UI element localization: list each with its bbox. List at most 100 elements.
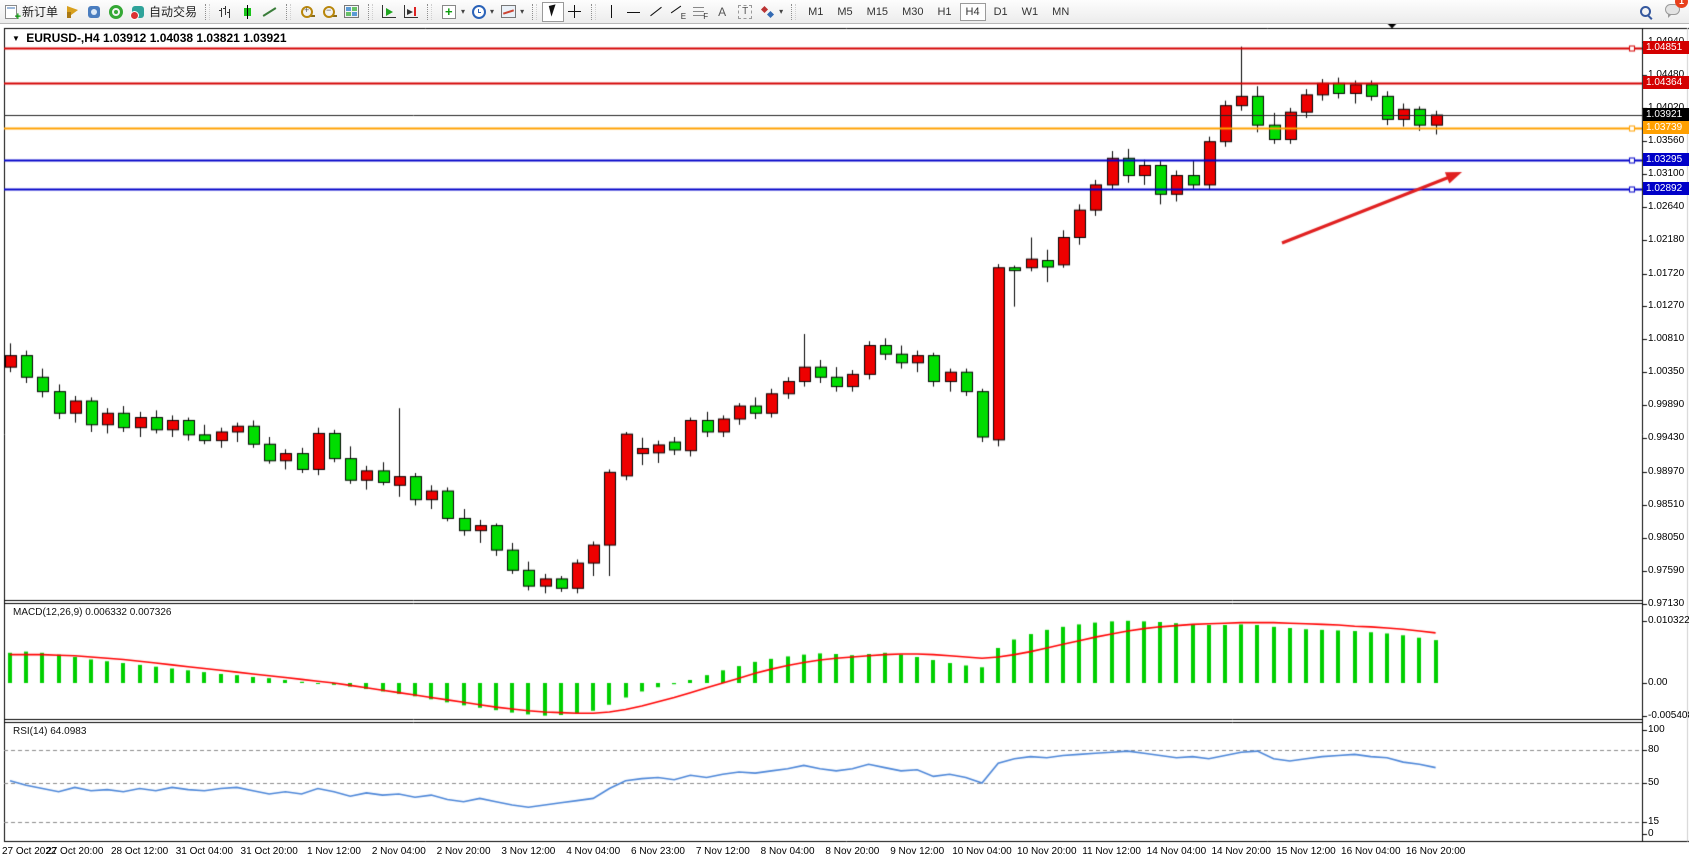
toolbar-grip	[368, 3, 374, 20]
toolbar-grip	[791, 3, 797, 20]
price-tag: 1.03295	[1643, 153, 1689, 167]
candlestick-icon	[240, 3, 257, 20]
text-label-button[interactable]	[733, 2, 757, 22]
time-axis-label: 27 Oct 2022	[2, 846, 57, 857]
auto-trading-icon	[130, 5, 145, 20]
timeframe-button-M30[interactable]: M30	[896, 3, 929, 21]
rsi-axis-label: 80	[1648, 744, 1660, 755]
horizontal-line-button[interactable]	[623, 2, 645, 22]
time-axis-label: 16 Nov 04:00	[1341, 846, 1401, 857]
text-icon	[714, 4, 730, 20]
time-axis-label: 8 Nov 20:00	[825, 846, 880, 857]
bar-chart-icon	[218, 3, 235, 20]
tile-windows-icon	[344, 5, 360, 18]
megaphone-button[interactable]	[61, 2, 83, 22]
time-axis-label: 9 Nov 12:00	[890, 846, 945, 857]
time-axis-label: 8 Nov 04:00	[760, 846, 815, 857]
zoom-in-button[interactable]	[296, 2, 318, 22]
toolbar-grip	[205, 3, 211, 20]
ohlc-open: 1.03912	[102, 31, 147, 45]
vertical-line-button[interactable]	[601, 2, 623, 22]
chevron-down-icon[interactable]	[520, 7, 524, 16]
timeframe-button-H4[interactable]: H4	[959, 2, 986, 21]
timeframe-button-H1[interactable]: H1	[931, 3, 957, 21]
community-button[interactable]	[83, 2, 105, 22]
time-axis-label: 14 Nov 04:00	[1146, 846, 1207, 857]
time-axis-label: 11 Nov 12:00	[1082, 846, 1141, 857]
time-axis-label: 7 Nov 12:00	[695, 846, 750, 857]
equidistant-channel-button[interactable]	[667, 2, 689, 22]
channel-icon	[670, 4, 686, 21]
zoom-out-button[interactable]	[318, 2, 340, 22]
chevron-down-icon[interactable]	[461, 7, 465, 16]
timeframe-button-MN[interactable]: MN	[1046, 3, 1075, 21]
cursor-button[interactable]	[542, 1, 565, 22]
search-icon[interactable]	[1638, 4, 1654, 20]
timeframe-button-M5[interactable]: M5	[831, 3, 858, 21]
cursor-icon	[545, 4, 561, 20]
text-button[interactable]	[711, 2, 733, 22]
time-axis-label: 10 Nov 04:00	[952, 846, 1012, 857]
price-axis-label: 1.04020	[1648, 102, 1684, 113]
templates-icon	[501, 5, 517, 18]
auto-scroll-button[interactable]	[378, 2, 400, 22]
bar-chart-button[interactable]	[215, 2, 237, 22]
trendline-button[interactable]	[645, 2, 667, 22]
tile-windows-button[interactable]	[340, 2, 363, 22]
rsi-value: 64.0983	[50, 726, 87, 737]
arrows-button[interactable]	[757, 2, 786, 22]
ohlc-close: 1.03921	[243, 31, 287, 45]
arrows-icon	[760, 4, 776, 20]
signal-icon	[109, 4, 124, 19]
fibonacci-button[interactable]	[689, 2, 711, 22]
fibonacci-icon	[692, 3, 708, 21]
time-axis-label: 3 Nov 12:00	[501, 846, 556, 857]
time-axis-label: 4 Nov 04:00	[566, 846, 621, 857]
line-chart-icon	[262, 4, 278, 20]
timeframe-button-W1[interactable]: W1	[1016, 3, 1045, 21]
time-axis-label: 2 Nov 20:00	[436, 846, 491, 857]
time-axis-label: 15 Nov 12:00	[1276, 846, 1336, 857]
price-axis-label: 1.03100	[1648, 168, 1685, 180]
time-axis-label: 2 Nov 04:00	[371, 846, 426, 857]
time-axis-label: 6 Nov 23:00	[631, 846, 685, 857]
rsi-axis-label: 50	[1648, 777, 1660, 788]
timeframe-button-M15[interactable]: M15	[861, 3, 894, 21]
candlestick-chart-button[interactable]	[237, 2, 259, 22]
line-chart-button[interactable]	[259, 2, 281, 22]
macd-axis-label: -0.005408	[1648, 709, 1689, 721]
text-label-icon	[738, 4, 753, 19]
price-axis-label: 0.98970	[1648, 465, 1685, 477]
periods-button[interactable]	[468, 2, 497, 22]
new-order-button[interactable]: 新订单	[0, 2, 61, 23]
price-axis-label: 0.99430	[1648, 432, 1685, 444]
toolbar-grip	[427, 3, 433, 20]
timeframe-button-M1[interactable]: M1	[802, 3, 829, 21]
symbol-period-label: EURUSD-,H4	[26, 31, 100, 45]
community-icon	[88, 5, 101, 18]
new-order-icon	[5, 4, 21, 23]
zoom-in-icon	[299, 3, 316, 20]
chart-shift-button[interactable]	[400, 2, 422, 22]
price-axis-label: 0.98050	[1648, 531, 1685, 543]
crosshair-button[interactable]	[564, 2, 586, 22]
price-tag: 1.02892	[1643, 182, 1689, 196]
indicators-button[interactable]	[437, 2, 468, 22]
macd-indicator-label: MACD(12,26,9) 0.006332 0.007326	[13, 607, 172, 618]
templates-button[interactable]	[497, 2, 527, 22]
chevron-down-icon[interactable]	[490, 7, 494, 16]
time-axis-label: 16 Nov 20:00	[1405, 846, 1466, 857]
symbol-expand-toggle[interactable]: ▼	[12, 34, 20, 43]
chat-icon	[1665, 3, 1680, 18]
price-axis-label: 1.01270	[1648, 299, 1685, 311]
auto-trading-button[interactable]: 自动交易	[127, 2, 200, 22]
chat-button[interactable]: 1	[1664, 0, 1688, 23]
price-axis-label: 1.00350	[1648, 366, 1685, 378]
vertical-line-icon	[604, 3, 621, 20]
signals-button[interactable]	[105, 2, 127, 22]
chevron-down-icon[interactable]	[779, 7, 783, 16]
timeframe-button-D1[interactable]: D1	[988, 3, 1014, 21]
